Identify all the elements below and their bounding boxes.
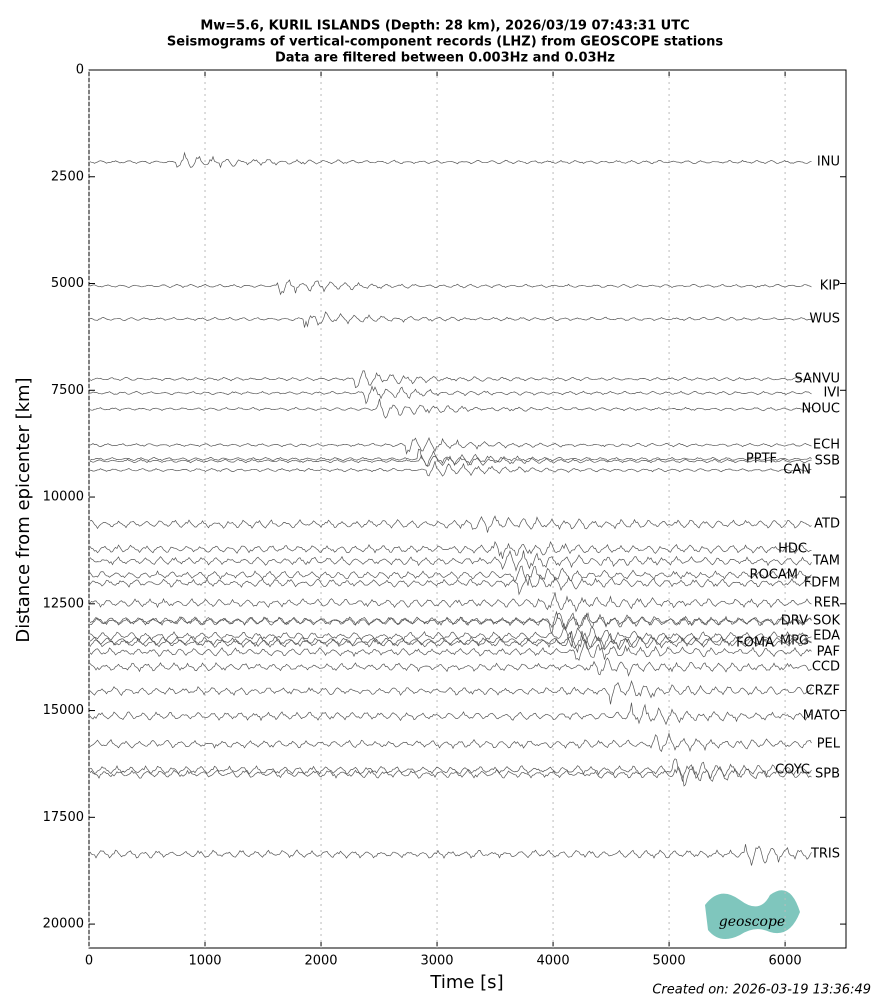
station-label: MATO xyxy=(803,709,840,724)
y-tick-label: 5000 xyxy=(51,276,84,291)
station-label: INU xyxy=(817,155,840,170)
x-tick-label: 3000 xyxy=(420,954,453,969)
station-label: CRZF xyxy=(806,684,841,699)
seismogram-trace xyxy=(89,844,812,866)
logo-shape xyxy=(705,890,800,939)
station-label: KIP xyxy=(820,278,840,293)
station-label: PAF xyxy=(817,645,840,660)
station-label: IVI xyxy=(823,386,840,401)
y-tick-label: 2500 xyxy=(51,169,84,184)
station-label: RER xyxy=(814,596,840,611)
chart-title: Data are filtered between 0.003Hz and 0.… xyxy=(275,51,615,66)
seismogram-trace xyxy=(89,657,812,677)
y-tick-label: 0 xyxy=(76,63,84,78)
chart-title: Mw=5.6, KURIL ISLANDS (Depth: 28 km), 20… xyxy=(200,19,689,34)
station-label: DRV xyxy=(781,614,808,629)
logo-text: geoscope xyxy=(719,914,785,930)
seismogram-trace xyxy=(89,679,812,705)
seismogram-trace xyxy=(89,151,812,169)
seismogram-trace xyxy=(89,370,812,389)
station-label: NOUC xyxy=(801,402,840,417)
y-tick-label: 7500 xyxy=(51,383,84,398)
y-tick-label: 10000 xyxy=(43,490,84,505)
y-tick-label: 17500 xyxy=(43,810,84,825)
seismogram-trace xyxy=(89,311,812,328)
station-label: SPB xyxy=(815,767,840,782)
y-tick-label: 20000 xyxy=(43,917,84,932)
station-label: CCD xyxy=(812,660,840,675)
seismogram-trace xyxy=(89,640,812,661)
station-label: PEL xyxy=(817,737,841,752)
station-label: TRIS xyxy=(810,847,840,862)
y-tick-label: 12500 xyxy=(43,596,84,611)
seismogram-trace xyxy=(89,758,812,782)
station-label: FDFM xyxy=(804,576,840,591)
station-label: SANVU xyxy=(794,372,840,387)
seismogram-trace xyxy=(89,765,812,787)
seismogram-trace xyxy=(89,437,812,455)
seismogram-trace xyxy=(89,592,812,613)
station-label: SOK xyxy=(813,614,840,629)
station-label: WUS xyxy=(809,312,840,327)
y-tick-label: 15000 xyxy=(43,703,84,718)
seismogram-trace xyxy=(89,279,812,296)
seismogram-trace xyxy=(89,540,812,559)
station-label: FOMA xyxy=(736,636,774,651)
station-label: COYC xyxy=(775,763,810,778)
seismogram-trace xyxy=(89,630,812,654)
station-label: SSB xyxy=(815,454,840,469)
station-label: ECH xyxy=(813,438,840,453)
seismogram-trace xyxy=(89,625,812,648)
x-tick-label: 4000 xyxy=(537,954,570,969)
station-label: HDC xyxy=(778,542,807,557)
seismogram-trace xyxy=(89,454,812,467)
seismogram-trace xyxy=(89,565,812,586)
seismogram-trace xyxy=(89,573,812,596)
seismogram-trace xyxy=(89,702,812,726)
x-tick-label: 1000 xyxy=(188,954,221,969)
station-label: ATD xyxy=(814,517,840,532)
seismogram-trace xyxy=(89,398,812,419)
x-tick-label: 6000 xyxy=(769,954,802,969)
seismogram-trace xyxy=(89,385,812,405)
station-label: EDA xyxy=(813,629,840,644)
footer: Created on: 2026-03-19 13:36:49 xyxy=(652,983,871,998)
x-tick-label: 2000 xyxy=(304,954,337,969)
plot-frame xyxy=(88,69,847,949)
seismogram-trace xyxy=(89,550,812,572)
x-tick-label: 0 xyxy=(85,954,93,969)
x-tick-label: 5000 xyxy=(653,954,686,969)
x-axis-label: Time [s] xyxy=(429,972,503,993)
logo: geoscope xyxy=(705,890,800,939)
station-label: PPTF xyxy=(746,452,777,467)
station-label: CAN xyxy=(783,463,811,478)
seismogram-trace xyxy=(89,611,812,635)
station-label: ROCAM xyxy=(750,568,798,583)
seismogram-trace xyxy=(89,515,812,533)
seismogram-trace xyxy=(89,461,812,477)
seismogram-trace xyxy=(89,610,812,630)
y-axis-label: Distance from epicenter [km] xyxy=(13,377,34,642)
seismogram-trace xyxy=(89,732,812,753)
chart-title: Seismograms of vertical-component record… xyxy=(167,35,723,50)
station-label: TAM xyxy=(812,554,840,569)
